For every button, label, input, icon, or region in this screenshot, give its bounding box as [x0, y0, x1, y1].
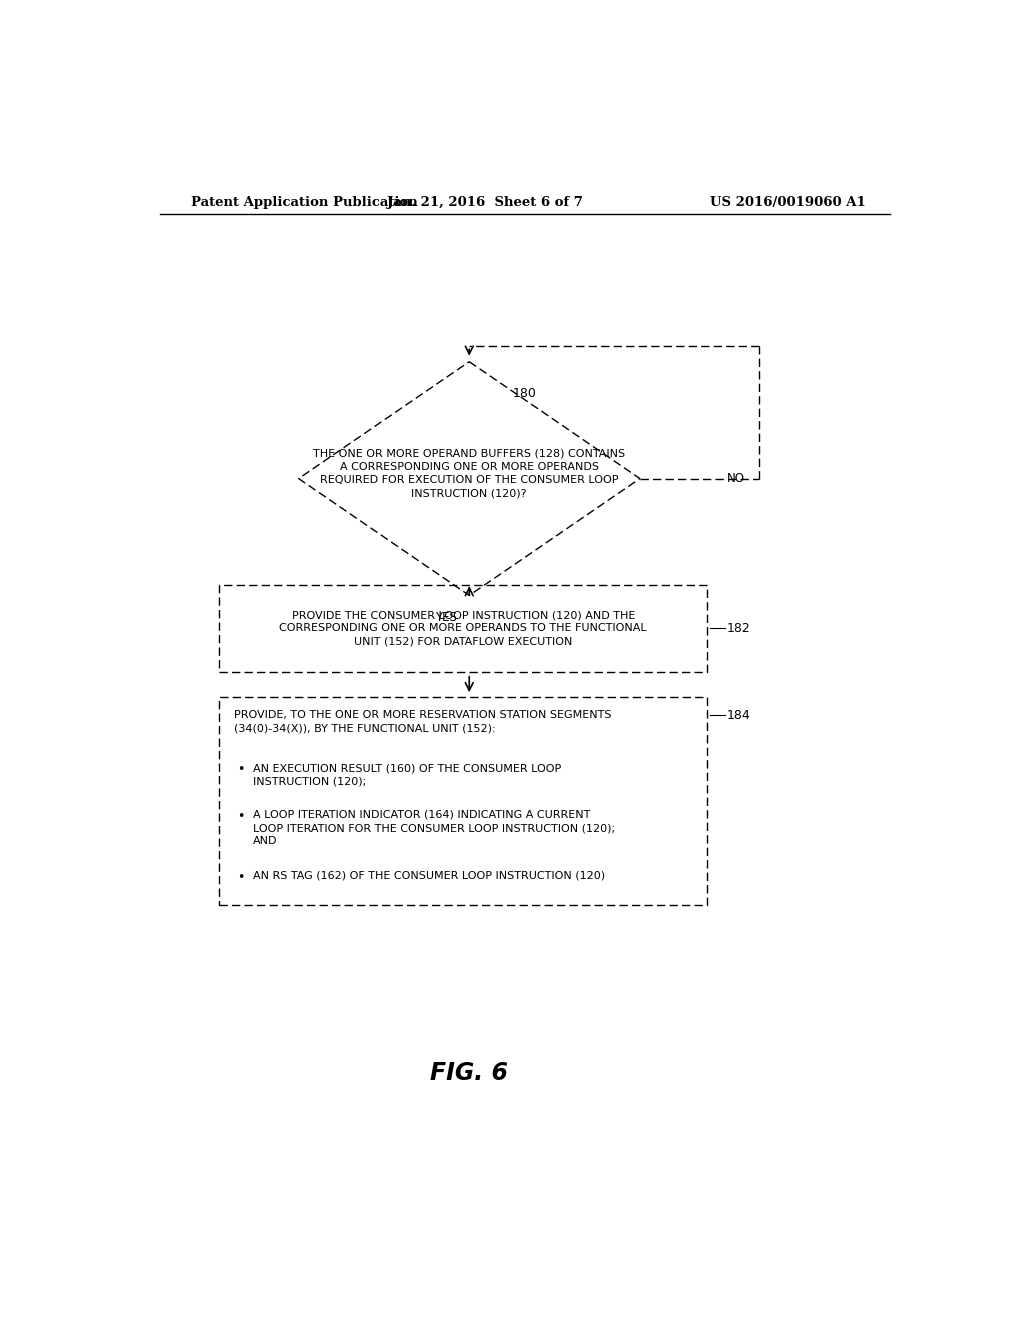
Text: PROVIDE, TO THE ONE OR MORE RESERVATION STATION SEGMENTS
(34(0)-34(X)), BY THE F: PROVIDE, TO THE ONE OR MORE RESERVATION …: [233, 710, 611, 734]
Text: YES: YES: [435, 611, 458, 623]
Text: AN RS TAG (162) OF THE CONSUMER LOOP INSTRUCTION (120): AN RS TAG (162) OF THE CONSUMER LOOP INS…: [253, 871, 605, 880]
Bar: [219, 697, 708, 906]
Text: PROVIDE THE CONSUMER LOOP INSTRUCTION (120) AND THE
CORRESPONDING ONE OR MORE OP: PROVIDE THE CONSUMER LOOP INSTRUCTION (1…: [280, 610, 647, 647]
Text: Jan. 21, 2016  Sheet 6 of 7: Jan. 21, 2016 Sheet 6 of 7: [387, 195, 583, 209]
Text: THE ONE OR MORE OPERAND BUFFERS (128) CONTAINS
A CORRESPONDING ONE OR MORE OPERA: THE ONE OR MORE OPERAND BUFFERS (128) CO…: [313, 449, 626, 498]
Text: Patent Application Publication: Patent Application Publication: [191, 195, 418, 209]
Text: US 2016/0019060 A1: US 2016/0019060 A1: [711, 195, 866, 209]
Text: AN EXECUTION RESULT (160) OF THE CONSUMER LOOP
INSTRUCTION (120);: AN EXECUTION RESULT (160) OF THE CONSUME…: [253, 763, 561, 787]
Text: 182: 182: [726, 622, 751, 635]
Text: 180: 180: [513, 387, 537, 400]
Text: •: •: [238, 871, 245, 884]
Text: A LOOP ITERATION INDICATOR (164) INDICATING A CURRENT
LOOP ITERATION FOR THE CON: A LOOP ITERATION INDICATOR (164) INDICAT…: [253, 810, 615, 846]
Text: •: •: [238, 763, 245, 776]
Text: 184: 184: [726, 709, 751, 722]
Text: NO: NO: [727, 473, 745, 484]
Text: FIG. 6: FIG. 6: [430, 1061, 508, 1085]
Bar: [219, 585, 708, 672]
Text: •: •: [238, 810, 245, 822]
